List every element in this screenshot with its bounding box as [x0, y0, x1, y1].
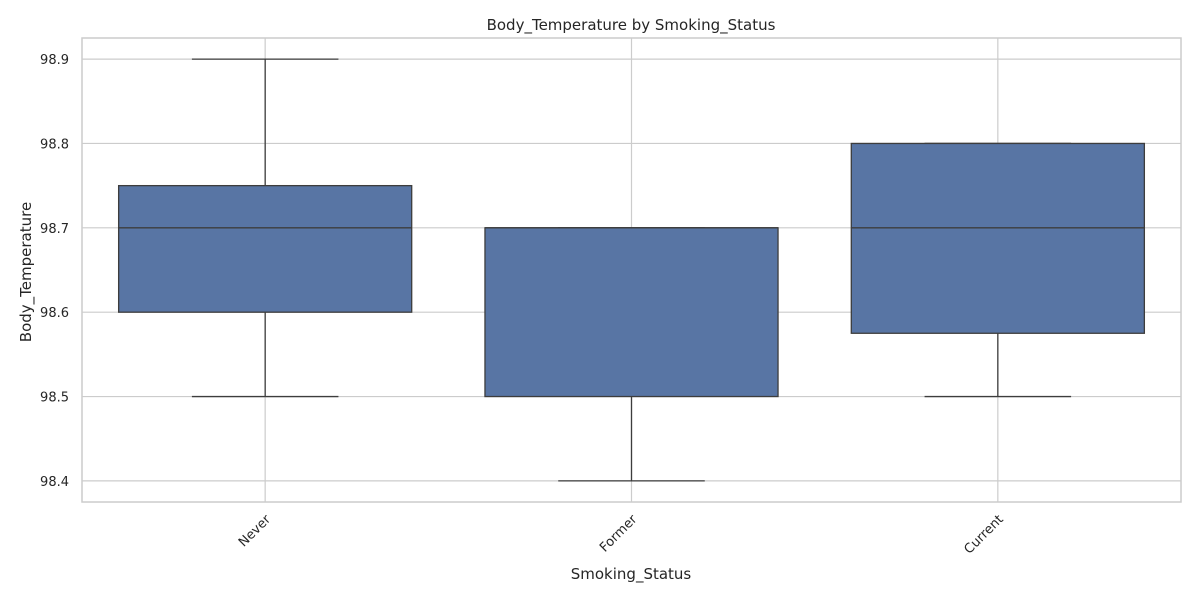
chart-title: Body_Temperature by Smoking_Status	[487, 16, 776, 35]
box-never	[117, 184, 413, 313]
y-tick-label: 98.8	[40, 137, 69, 152]
x-axis-label: Smoking_Status	[571, 565, 692, 584]
y-axis-label: Body_Temperature	[17, 202, 36, 342]
plot-frame	[81, 37, 1182, 503]
y-tick-label: 98.6	[40, 306, 69, 321]
x-tick-label-current: Current	[962, 512, 1007, 557]
y-tick-label: 98.9	[40, 53, 69, 68]
y-tick-label: 98.7	[40, 222, 69, 237]
plot-area: 98.4 98.5 98.6 98.7 98.8 98.9 Never Former Curre…	[40, 37, 1182, 557]
box-former	[484, 227, 779, 398]
x-tick-label-former: Former	[597, 512, 641, 556]
y-tick-label: 98.4	[40, 475, 69, 490]
y-tick-label: 98.5	[40, 391, 69, 406]
box-current	[850, 142, 1146, 334]
x-tick-label-never: Never	[236, 512, 274, 550]
